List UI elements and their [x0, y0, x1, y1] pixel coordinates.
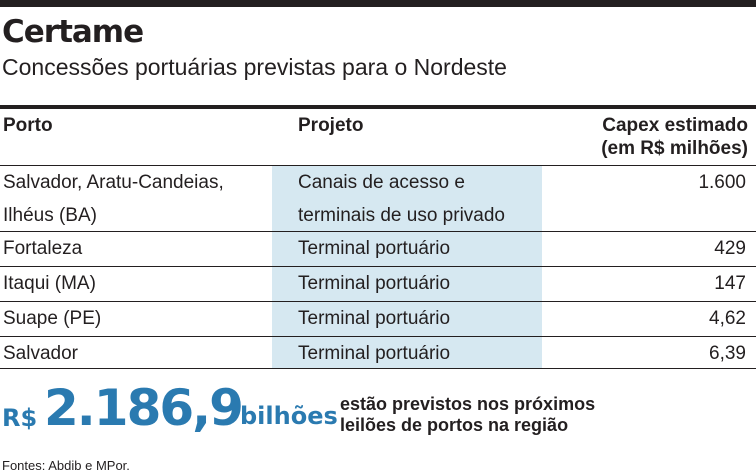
- projeto-column-highlight: [272, 166, 542, 231]
- sources-note: Fontes: Abdib e MPor.: [2, 458, 130, 473]
- total-value: 2.186,9: [44, 379, 244, 437]
- concessions-table: Porto Projeto Capex estimado (em R$ milhõ…: [0, 109, 756, 369]
- cell-porto: Salvador: [3, 343, 78, 364]
- table-row: Suape (PE) Terminal portuário 4,62: [0, 301, 756, 336]
- table-row: Salvador, Aratu-Candeias, Ilhéus (BA) Ca…: [0, 165, 756, 231]
- table-bottom-rule: [0, 368, 756, 369]
- total-description: estão previstos nos próximos leilões de …: [340, 394, 596, 435]
- column-header-porto: Porto: [3, 115, 53, 136]
- header-divider: [0, 105, 756, 109]
- cell-porto: Salvador, Aratu-Candeias, Ilhéus (BA): [3, 172, 224, 226]
- column-header-capex: Capex estimado (em R$ milhões): [601, 115, 748, 159]
- cell-projeto: Terminal portuário: [298, 343, 451, 364]
- total-unit: bilhões: [240, 402, 338, 430]
- page-title: Certame: [2, 14, 144, 50]
- cell-projeto: Terminal portuário: [298, 273, 451, 294]
- projeto-column-highlight: [272, 337, 542, 368]
- projeto-column-highlight: [272, 302, 542, 336]
- cell-porto: Fortaleza: [3, 238, 83, 259]
- cell-projeto: Canais de acesso e terminais de uso priv…: [298, 172, 505, 226]
- top-bar: [0, 0, 756, 7]
- total-currency: R$: [2, 404, 38, 432]
- cell-porto: Suape (PE): [3, 308, 102, 329]
- projeto-column-highlight: [272, 232, 542, 266]
- table-header: Porto Projeto Capex estimado (em R$ milhõ…: [0, 109, 756, 165]
- cell-capex: 4,62: [709, 308, 746, 329]
- projeto-column-highlight: [272, 267, 542, 301]
- cell-capex: 147: [714, 273, 746, 294]
- cell-capex: 1.600: [698, 172, 746, 193]
- table-row: Itaqui (MA) Terminal portuário 147: [0, 266, 756, 301]
- page-subtitle: Concessões portuárias previstas para o N…: [2, 54, 507, 80]
- cell-porto: Itaqui (MA): [3, 273, 96, 294]
- column-header-projeto: Projeto: [298, 115, 364, 136]
- cell-projeto: Terminal portuário: [298, 238, 451, 259]
- cell-projeto: Terminal portuário: [298, 308, 451, 329]
- cell-capex: 429: [714, 238, 746, 259]
- cell-capex: 6,39: [709, 343, 746, 364]
- table-row: Salvador Terminal portuário 6,39: [0, 336, 756, 368]
- table-row: Fortaleza Terminal portuário 429: [0, 231, 756, 266]
